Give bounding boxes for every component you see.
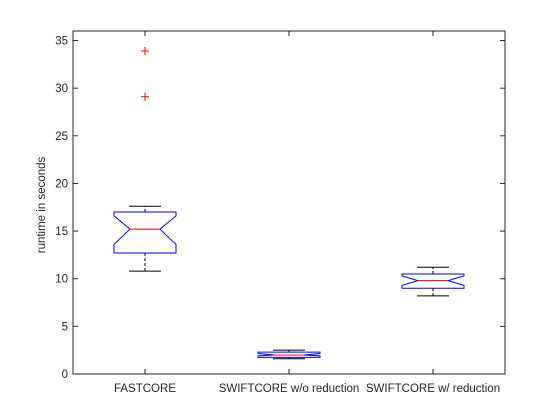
axes-frame bbox=[72, 30, 506, 375]
x-tick-label: SWIFTCORE w/ reduction bbox=[366, 383, 500, 395]
y-tick-label: 20 bbox=[55, 178, 68, 190]
box bbox=[257, 351, 321, 358]
y-tick-label: 10 bbox=[55, 274, 68, 286]
y-tick-label: 25 bbox=[55, 131, 68, 143]
box bbox=[113, 211, 177, 254]
y-tick-label: 0 bbox=[62, 369, 68, 381]
y-tick-label: 5 bbox=[62, 321, 68, 333]
x-tick-label: FASTCORE bbox=[114, 383, 176, 395]
y-tick-label: 35 bbox=[55, 36, 68, 48]
y-tick-label: 30 bbox=[55, 83, 68, 95]
y-axis-label: runtime in seconds bbox=[36, 156, 48, 253]
x-tick-label: SWIFTCORE w/o reduction bbox=[219, 383, 360, 395]
plot-area: 0 5 10 15 20 25 30 35 FASTCORE SWIFTCORE w/o redu… bbox=[55, 30, 506, 395]
y-tick-label: 15 bbox=[55, 226, 68, 238]
box bbox=[401, 273, 465, 289]
